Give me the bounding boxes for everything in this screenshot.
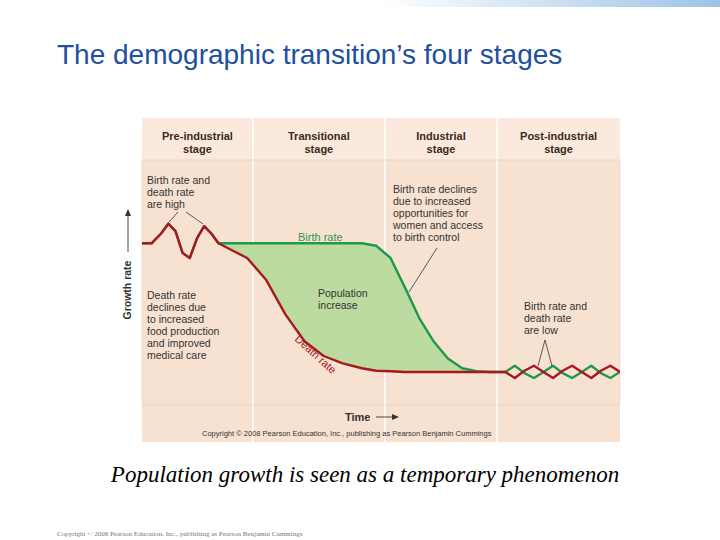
stage-label: Post-industrialstage <box>520 130 597 155</box>
y-axis-arrowhead <box>125 209 131 216</box>
annotation-line: increase <box>318 299 358 311</box>
annotation-pointer <box>538 340 552 366</box>
stage-label: Pre-industrialstage <box>162 130 233 155</box>
stage-band <box>497 118 620 442</box>
chart: Pre-industrialstageTransitionalstageIndu… <box>0 0 720 540</box>
annotation-line: Birth rate declines <box>393 183 477 195</box>
annotation: Death ratedeclines dueto increasedfood p… <box>147 289 220 361</box>
annotation-line: Birth rate and <box>147 174 210 186</box>
stage-label-line: stage <box>544 143 573 155</box>
annotation-line: Population <box>318 287 368 299</box>
footer: Copyright © 2008 Pearson Education, Inc.… <box>57 530 302 538</box>
caption: Population growth is seen as a temporary… <box>0 462 720 488</box>
top-bar <box>380 0 720 7</box>
annotation-line: due to increased <box>393 195 471 207</box>
stage-label-line: stage <box>427 143 456 155</box>
annotation-line: are high <box>147 198 185 210</box>
stage-label-line: stage <box>304 143 333 155</box>
stage-label-line: Transitional <box>288 130 350 142</box>
chart-copyright: Copyright © 2008 Pearson Education, Inc.… <box>202 429 492 438</box>
annotation-line: women and access <box>392 219 483 231</box>
series-line <box>142 224 620 378</box>
population-increase-area <box>218 243 476 372</box>
annotation-line: to increased <box>147 313 204 325</box>
x-axis-label: Time <box>345 411 370 423</box>
stage-label-line: Pre-industrial <box>162 130 233 142</box>
annotation-pointer <box>186 212 203 224</box>
plot-frame <box>142 160 620 405</box>
annotation: Birth rate anddeath rateare high <box>147 174 210 210</box>
annotation-pointer <box>169 212 178 222</box>
x-axis-arrowhead <box>392 414 399 420</box>
annotation: Birth rate declinesdue to increasedoppor… <box>392 183 483 243</box>
series-label: Birth rate <box>298 231 343 243</box>
annotation: Birth rate anddeath rateare low <box>524 300 587 336</box>
annotation-line: are low <box>524 324 558 336</box>
plot-data <box>142 224 620 378</box>
annotation-line: death rate <box>147 186 194 198</box>
series-line <box>142 224 620 378</box>
annotation-line: opportunities for <box>393 207 469 219</box>
stage-band <box>142 118 253 442</box>
stage-divider <box>496 118 498 442</box>
annotation: Populationincrease <box>318 287 368 311</box>
annotation-line: Birth rate and <box>524 300 587 312</box>
stage-header-zone <box>142 118 620 160</box>
annotation-line: Death rate <box>147 289 196 301</box>
stage-label: Industrialstage <box>416 130 466 155</box>
y-axis-label: Growth rate <box>121 260 133 319</box>
annotation-pointer <box>409 248 437 292</box>
title: The demographic transition’s four stages <box>57 34 597 75</box>
annotation-line: and improved <box>147 337 211 349</box>
stage-label: Transitionalstage <box>288 130 350 155</box>
annotation-line: to birth control <box>393 231 460 243</box>
annotation-line: food production <box>147 325 220 337</box>
y-axis-arrow <box>128 214 129 252</box>
stage-label-line: Post-industrial <box>520 130 597 142</box>
x-axis-arrow <box>376 417 394 418</box>
series-label: Death rate <box>293 333 339 376</box>
annotation-line: death rate <box>524 312 571 324</box>
stage-label-line: stage <box>183 143 212 155</box>
stage-label-line: Industrial <box>416 130 466 142</box>
annotation-line: declines due <box>147 301 206 313</box>
stage-divider <box>252 118 254 442</box>
annotation-line: medical care <box>147 349 207 361</box>
